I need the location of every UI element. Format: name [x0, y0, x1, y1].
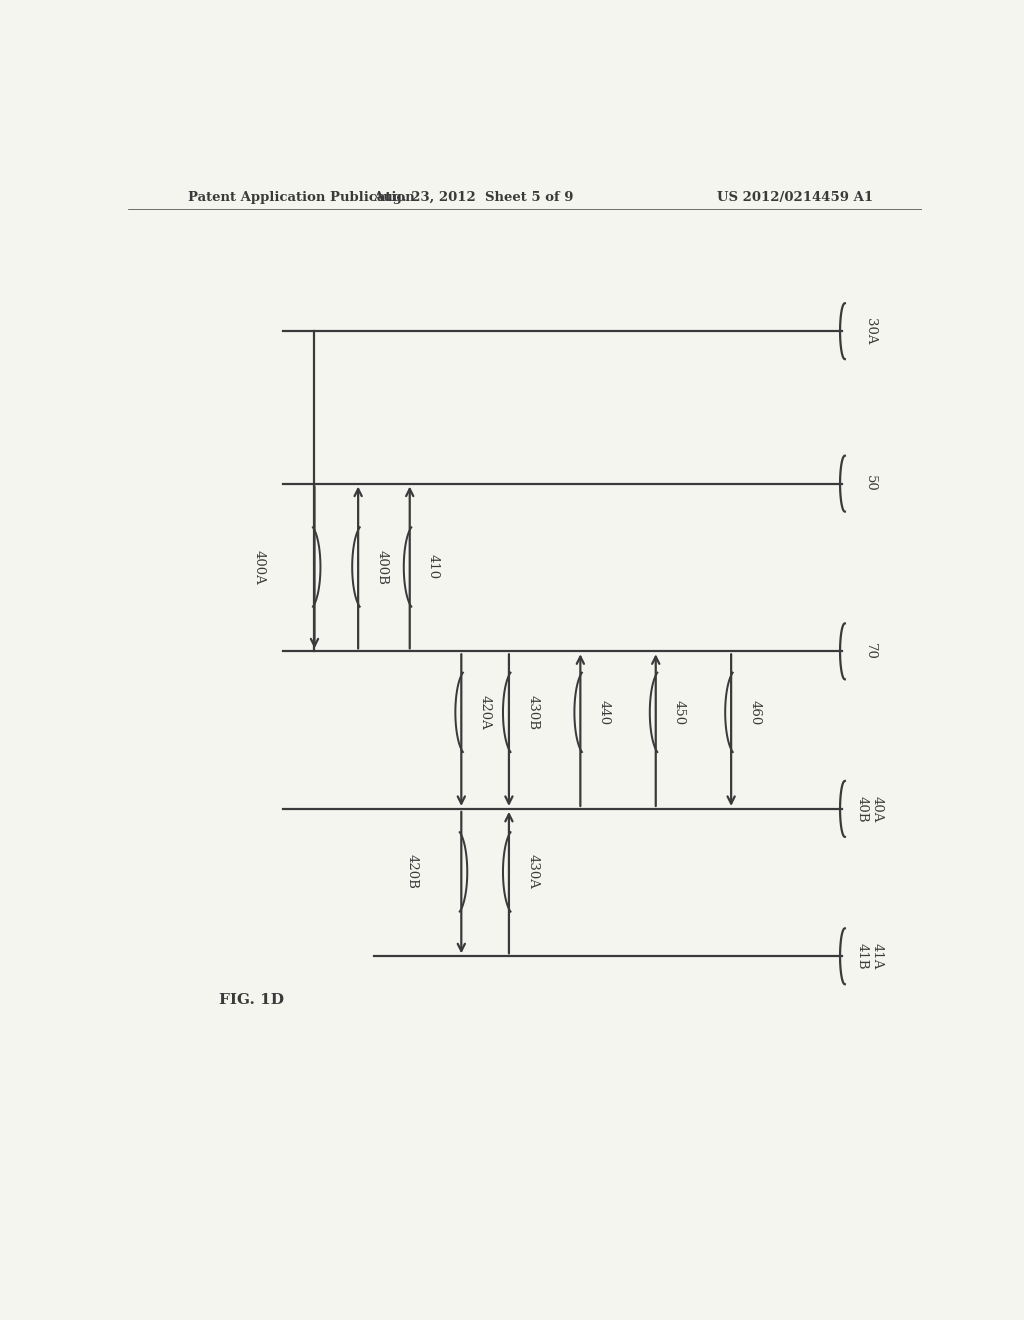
Text: 430B: 430B: [526, 694, 540, 730]
Text: 41A
41B: 41A 41B: [856, 942, 884, 969]
Text: FIG. 1D: FIG. 1D: [219, 993, 285, 1007]
Text: 450: 450: [673, 700, 686, 725]
Text: 400A: 400A: [253, 549, 265, 585]
Text: 430A: 430A: [526, 854, 540, 890]
Text: 40A
40B: 40A 40B: [856, 796, 884, 822]
Text: 70: 70: [863, 643, 877, 660]
Text: US 2012/0214459 A1: US 2012/0214459 A1: [717, 190, 872, 203]
Text: Aug. 23, 2012  Sheet 5 of 9: Aug. 23, 2012 Sheet 5 of 9: [373, 190, 573, 203]
Text: 50: 50: [863, 475, 877, 492]
Text: 460: 460: [749, 700, 762, 725]
Text: 420A: 420A: [478, 694, 492, 730]
Text: 420B: 420B: [406, 854, 419, 890]
Text: Patent Application Publication: Patent Application Publication: [187, 190, 415, 203]
Text: 400B: 400B: [376, 549, 388, 585]
Text: 30A: 30A: [863, 318, 877, 345]
Text: 410: 410: [427, 554, 440, 579]
Text: 440: 440: [598, 700, 610, 725]
